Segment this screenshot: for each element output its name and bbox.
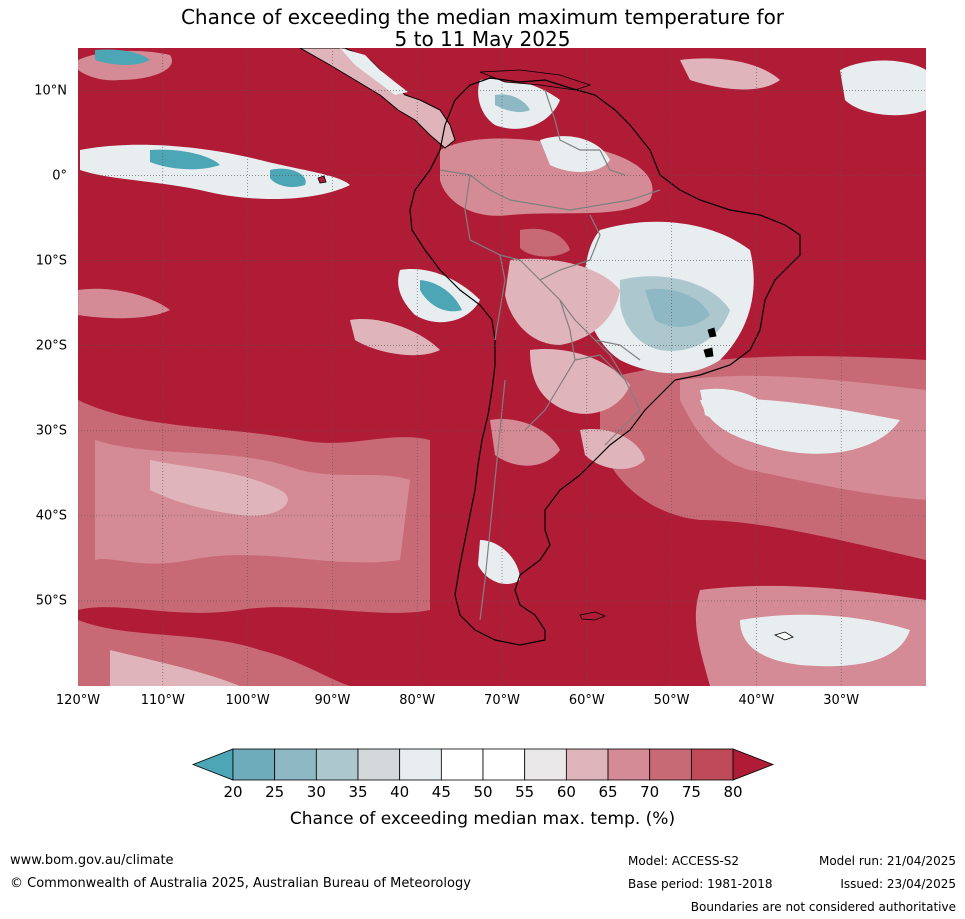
- southern-pacific-band: [78, 400, 430, 686]
- colorbar-segment: [482, 748, 526, 781]
- footer-website: www.bom.gov.au/climate: [10, 853, 174, 868]
- south-america-outline: [409, 77, 801, 646]
- latitude-label: 40°S: [35, 508, 67, 524]
- footer-issued: Issued: 23/04/2025: [840, 877, 956, 891]
- footer-copyright: © Commonwealth of Australia 2025, Austra…: [10, 876, 471, 891]
- longitude-label: 90°W: [314, 693, 351, 708]
- colorbar-segment: [690, 748, 734, 781]
- colorbar-tick-label: 75: [681, 783, 701, 801]
- colorbar-segment: [440, 748, 484, 781]
- colorbar-tick-label: 50: [473, 783, 493, 801]
- colorbar-segment: [565, 748, 609, 781]
- footer-base-period: Base period: 1981-2018: [628, 877, 773, 891]
- latitude-label: 10°N: [34, 83, 67, 99]
- pacific-cool-patches: [78, 49, 926, 356]
- colorbar-segment: [274, 748, 317, 781]
- latitude-label: 20°S: [35, 338, 67, 354]
- longitude-label: 30°W: [823, 693, 860, 708]
- colorbar-arrow-low: [191, 748, 234, 781]
- colorbar-tick-label: 20: [223, 783, 243, 801]
- latitude-label: 30°S: [35, 423, 67, 439]
- longitude-label: 100°W: [225, 693, 270, 708]
- islands: [317, 175, 794, 641]
- colorbar-tick-label: 55: [515, 783, 535, 801]
- colorbar-tick-label: 35: [348, 783, 368, 801]
- colorbar-tick-label: 25: [265, 783, 285, 801]
- longitude-label: 120°W: [55, 693, 101, 708]
- central-america: [298, 48, 592, 149]
- longitude-label: 70°W: [484, 693, 520, 708]
- colorbar-tick-label: 40: [390, 783, 410, 801]
- longitude-label: 50°W: [653, 693, 690, 708]
- colorbar-tick-label: 80: [723, 783, 743, 801]
- map-title-line2: 5 to 11 May 2025: [394, 27, 571, 51]
- colorbar-segment: [649, 748, 692, 781]
- latitude-label: 0°: [52, 168, 67, 184]
- colorbar-tick-label: 45: [431, 783, 451, 801]
- colorbar-label: Chance of exceeding median max. temp. (%…: [289, 809, 676, 829]
- colorbar-tick-label: 70: [640, 783, 660, 801]
- footer-model: Model: ACCESS-S2: [628, 854, 740, 868]
- colorbar-segment: [315, 748, 359, 781]
- colorbar-segment: [357, 748, 401, 781]
- colorbar-tick-label: 60: [556, 783, 576, 801]
- map-title-line1: Chance of exceeding the median maximum t…: [180, 5, 785, 29]
- colorbar-segment: [607, 748, 651, 781]
- colorbar-segment: [524, 748, 567, 781]
- latitude-label: 50°S: [35, 593, 67, 609]
- longitude-label: 40°W: [738, 693, 775, 708]
- longitude-label: 110°W: [140, 693, 185, 708]
- colorbar-arrow-high: [732, 748, 775, 781]
- longitude-label: 60°W: [568, 693, 605, 708]
- footer-disclaimer: Boundaries are not considered authoritat…: [690, 900, 956, 914]
- footer-model-run: Model run: 21/04/2025: [818, 854, 956, 868]
- colorbar-tick-label: 65: [598, 783, 618, 801]
- colorbar-segment: [232, 748, 276, 781]
- colorbar-tick-label: 30: [306, 783, 326, 801]
- map-gridlines: [78, 48, 926, 686]
- colorbar-segment: [399, 748, 442, 781]
- latitude-label: 10°S: [35, 253, 67, 269]
- longitude-label: 80°W: [399, 693, 436, 708]
